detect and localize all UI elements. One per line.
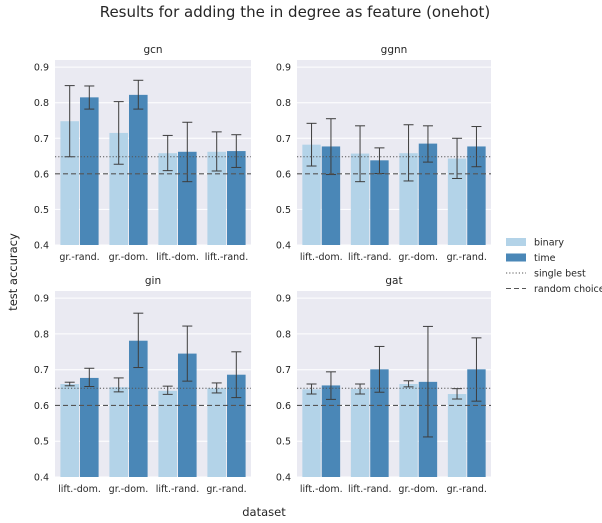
x-tick-label: gr.-rand.: [206, 484, 246, 495]
bar-binary: [60, 384, 79, 477]
y-tick-label: 0.7: [34, 365, 49, 376]
bar-time: [178, 151, 197, 245]
y-tick-label: 0.8: [34, 98, 49, 109]
x-tick-label: lift.-rand.: [348, 252, 391, 263]
y-tick-label: 0.9: [34, 63, 49, 74]
y-tick-label: 0.6: [34, 401, 49, 412]
y-tick-label: 0.7: [276, 365, 291, 376]
subplot-ggnn: 0.4 0.5 0.6 0.7 0.8 0.9 lift.-dom. lift.-rand. g…: [276, 44, 491, 263]
bar-binary: [399, 384, 418, 477]
bar-time: [227, 374, 246, 477]
legend-item-random-choice: random choice: [506, 284, 602, 295]
bar-binary: [447, 394, 467, 477]
y-tick-label: 0.5: [34, 437, 49, 448]
x-tick-label: lift.-dom.: [300, 252, 343, 263]
y-tick-label: 0.9: [34, 294, 49, 305]
bar-time: [80, 377, 99, 477]
bar-binary: [207, 151, 226, 245]
y-tick-label: 0.9: [276, 63, 291, 74]
legend-label: single best: [534, 269, 586, 280]
x-tick-label: lift.-dom.: [156, 252, 199, 263]
bar-time: [129, 94, 148, 245]
bar-time: [370, 369, 389, 477]
bar-time: [178, 353, 197, 477]
x-tick-label: lift.-dom.: [58, 484, 101, 495]
x-tick-label: lift.-rand.: [205, 252, 248, 263]
y-tick-label: 0.6: [276, 401, 291, 412]
y-tick-label: 0.5: [276, 437, 291, 448]
y-tick-label: 0.4: [276, 241, 291, 252]
y-tick-label: 0.8: [276, 98, 291, 109]
legend: binary time single best random choice: [506, 238, 602, 295]
x-tick-label: gr.-dom.: [398, 252, 438, 263]
subplot-title: ggnn: [381, 44, 408, 56]
bar-time: [370, 160, 389, 245]
x-tick-label: gr.-rand.: [447, 252, 487, 263]
x-axis-label: dataset: [242, 505, 286, 519]
y-tick-label: 0.9: [276, 294, 291, 305]
bar-time: [129, 340, 148, 477]
x-tick-label: lift.-rand.: [348, 484, 391, 495]
figure-title: Results for adding the in degree as feat…: [100, 3, 491, 21]
y-tick-label: 0.8: [34, 329, 49, 340]
subplot-gcn: 0.4 0.5 0.6 0.7 0.8 0.9 gr.-rand. gr.-dom. lift.…: [34, 44, 251, 263]
y-tick-label: 0.5: [34, 205, 49, 216]
subplot-title: gcn: [143, 44, 162, 56]
bar-binary: [109, 132, 128, 245]
y-tick-label: 0.4: [34, 241, 49, 252]
subplot-gat: 0.4 0.5 0.6 0.7 0.8 0.9 lift.-dom. lift.-rand. g…: [276, 275, 491, 495]
x-tick-label: lift.-dom.: [300, 484, 343, 495]
bar-time: [321, 146, 341, 245]
legend-item-single-best: single best: [506, 269, 586, 280]
bar-binary: [302, 144, 321, 245]
bar-binary: [158, 390, 177, 477]
y-tick-label: 0.8: [276, 329, 291, 340]
subplot-title: gin: [145, 275, 161, 287]
bar-time: [418, 143, 438, 245]
subplot-title: gat: [385, 275, 402, 287]
y-tick-label: 0.7: [276, 134, 291, 145]
subplot-gin: 0.4 0.5 0.6 0.7 0.8 0.9 lift.-dom. gr.-dom. lift…: [34, 275, 251, 495]
bar-time: [227, 151, 246, 245]
y-tick-label: 0.4: [34, 473, 49, 484]
bar-binary: [447, 158, 467, 245]
bar-binary: [399, 153, 418, 245]
x-tick-label: gr.-dom.: [109, 252, 149, 263]
legend-item-time: time: [506, 253, 556, 264]
y-tick-label: 0.5: [276, 205, 291, 216]
y-tick-label: 0.6: [276, 169, 291, 180]
y-tick-label: 0.7: [34, 134, 49, 145]
y-tick-label: 0.6: [34, 169, 49, 180]
bar-time: [467, 146, 486, 245]
bar-time: [80, 97, 99, 245]
bar-binary: [350, 153, 370, 245]
legend-swatch: [506, 253, 526, 262]
legend-swatch: [506, 238, 526, 246]
legend-label: binary: [534, 238, 564, 249]
bar-binary: [207, 388, 226, 477]
x-tick-label: gr.-dom.: [109, 484, 149, 495]
bar-time: [467, 369, 486, 477]
x-tick-label: gr.-dom.: [398, 484, 438, 495]
legend-label: random choice: [534, 284, 602, 295]
bar-binary: [109, 387, 128, 477]
bar-binary: [60, 121, 79, 245]
bar-time: [321, 385, 341, 477]
y-axis-label: test accuracy: [6, 233, 20, 311]
y-tick-label: 0.4: [276, 473, 291, 484]
legend-item-binary: binary: [506, 238, 564, 249]
subplots-area: 0.4 0.5 0.6 0.7 0.8 0.9 gr.-rand. gr.-dom. lift.…: [34, 44, 491, 495]
x-tick-label: lift.-rand.: [156, 484, 199, 495]
x-tick-label: gr.-rand.: [59, 252, 99, 263]
legend-label: time: [534, 253, 556, 264]
bar-binary: [350, 389, 370, 477]
bar-binary: [158, 153, 177, 245]
bar-binary: [302, 389, 321, 477]
x-tick-label: gr.-rand.: [447, 484, 487, 495]
